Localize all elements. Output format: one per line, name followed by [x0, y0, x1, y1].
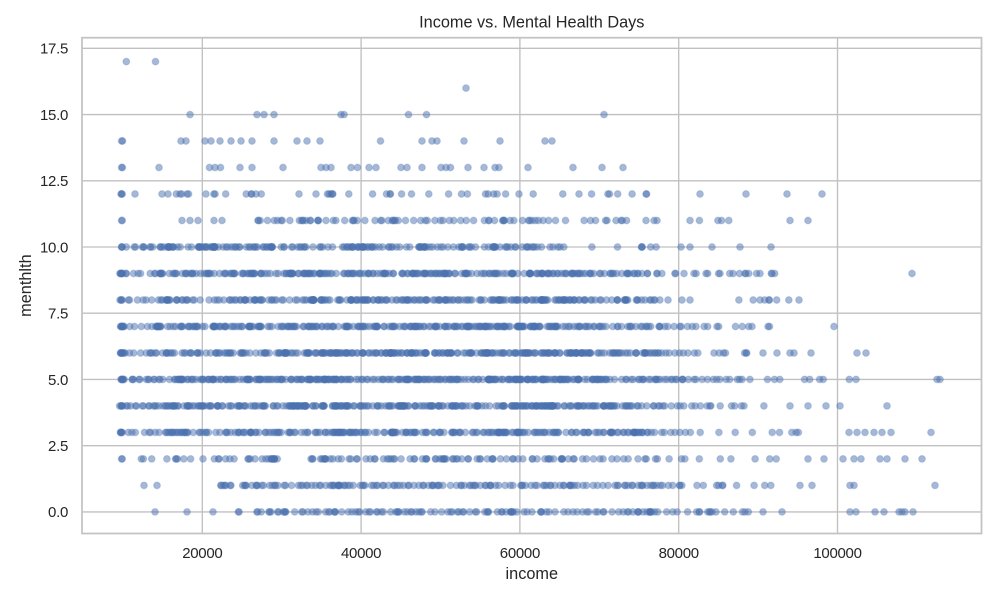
svg-text:10.0: 10.0 [40, 239, 68, 256]
svg-text:7.5: 7.5 [48, 306, 68, 323]
svg-text:2.5: 2.5 [48, 438, 68, 455]
svg-text:12.5: 12.5 [40, 173, 68, 190]
svg-text:income: income [506, 565, 559, 583]
svg-text:0.0: 0.0 [48, 504, 68, 521]
svg-text:80000: 80000 [659, 545, 699, 562]
svg-text:5.0: 5.0 [48, 372, 68, 389]
svg-text:17.5: 17.5 [40, 41, 68, 58]
svg-text:100000: 100000 [813, 545, 861, 562]
svg-text:Income vs. Mental Health Days: Income vs. Mental Health Days [419, 13, 644, 31]
svg-text:60000: 60000 [500, 545, 540, 562]
svg-text:15.0: 15.0 [40, 107, 68, 124]
svg-text:menthlth: menthlth [17, 254, 35, 316]
svg-text:20000: 20000 [182, 545, 222, 562]
svg-text:40000: 40000 [341, 545, 381, 562]
